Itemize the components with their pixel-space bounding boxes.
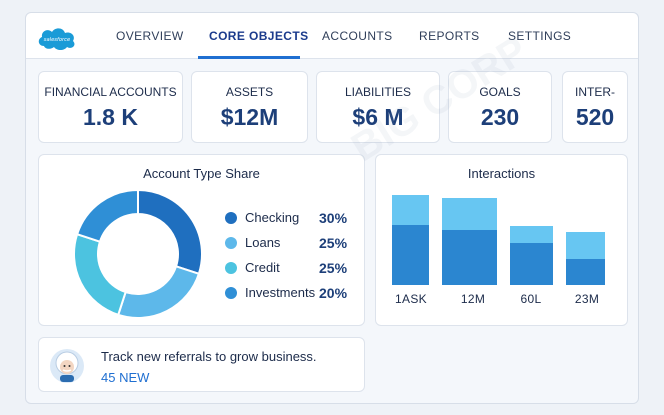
referral-count-link[interactable]: 45 NEW [101, 370, 150, 385]
kpi-label: FINANCIAL ACCOUNTS [44, 85, 177, 99]
bar-60l-segment-1[interactable] [510, 243, 553, 285]
referral-message: Track new referrals to grow business. [101, 349, 317, 364]
kpi-interactions[interactable]: INTER- 520 [562, 71, 628, 143]
logo-wordmark: salesforce [44, 37, 70, 43]
legend-value: 25% [319, 260, 348, 276]
legend-swatch [225, 262, 237, 274]
bar-category-label: 60L [520, 292, 542, 306]
kpi-value: 230 [480, 104, 520, 130]
legend-label: Investments [245, 285, 316, 300]
kpi-assets[interactable]: ASSETS $12M [191, 71, 308, 143]
legend-swatch [225, 212, 237, 224]
bar-12m-segment-2[interactable] [442, 198, 497, 230]
kpi-liabilities[interactable]: LIABILITIES $6 M [316, 71, 440, 143]
kpi-value: 1.8 K [83, 104, 138, 130]
legend-item-credit: Credit 25% [225, 258, 365, 278]
legend-item-checking: Checking 30% [225, 208, 365, 228]
legend-item-loans: Loans 25% [225, 233, 365, 253]
einstein-avatar-icon [49, 348, 85, 384]
legend-item-investments: Investments 20% [225, 283, 365, 303]
donut-slice-investments[interactable] [75, 189, 139, 243]
donut-slice-credit[interactable] [73, 232, 127, 317]
kpi-goals[interactable]: GOALS 230 [448, 71, 552, 143]
legend-swatch [225, 287, 237, 299]
interactions-bar-chart [392, 195, 605, 285]
legend-swatch [225, 237, 237, 249]
legend-value: 20% [319, 285, 348, 301]
legend-value: 25% [319, 235, 348, 251]
kpi-label: INTER- [575, 85, 615, 99]
referral-card[interactable]: Track new referrals to grow business. 45… [38, 337, 365, 392]
donut-chart [73, 189, 203, 319]
top-navigation: salesforce OVERVIEW CORE OBJECTS ACCOUNT… [26, 13, 638, 59]
donut-slice-checking[interactable] [137, 189, 203, 276]
bar-23m-segment-1[interactable] [566, 259, 605, 285]
legend-label: Loans [245, 235, 281, 250]
bar-category-label: 23M [574, 292, 600, 306]
kpi-value: 520 [575, 104, 615, 130]
salesforce-logo[interactable]: salesforce [36, 24, 78, 52]
bar-12m-segment-1[interactable] [442, 230, 497, 285]
card-title: Interactions [467, 166, 536, 181]
tab-reports[interactable]: REPORTS [419, 29, 480, 43]
bar-23m-segment-2[interactable] [566, 232, 605, 259]
tab-core-objects[interactable]: CORE OBJECTS [209, 29, 309, 43]
dashboard-frame: salesforce OVERVIEW CORE OBJECTS ACCOUNT… [25, 12, 639, 404]
bar-60l-segment-2[interactable] [510, 226, 553, 243]
interactions-card: Interactions 1ASK 12M 60L 23M [375, 154, 628, 326]
legend-label: Checking [245, 210, 300, 225]
kpi-value: $6 M [352, 104, 404, 130]
kpi-label: ASSETS [225, 85, 274, 99]
legend-value: 30% [319, 210, 348, 226]
kpi-value: $12M [220, 104, 279, 130]
tab-accounts[interactable]: ACCOUNTS [322, 29, 393, 43]
account-type-share-card: Account Type Share Checking 30% Loans 25… [38, 154, 365, 326]
bar-category-label: 1ASK [395, 292, 427, 306]
bar-1ask-segment-1[interactable] [392, 225, 429, 285]
kpi-label: LIABILITIES [344, 85, 412, 99]
card-title: Account Type Share [143, 166, 260, 181]
legend-label: Credit [245, 260, 280, 275]
donut-slice-loans[interactable] [116, 265, 201, 319]
tab-overview[interactable]: OVERVIEW [116, 29, 184, 43]
bar-category-label: 12M [460, 292, 486, 306]
tab-settings[interactable]: SETTINGS [508, 29, 572, 43]
kpi-label: GOALS [479, 85, 521, 99]
bar-1ask-segment-2[interactable] [392, 195, 429, 225]
kpi-financial-accounts[interactable]: FINANCIAL ACCOUNTS 1.8 K [38, 71, 183, 143]
active-tab-indicator [198, 56, 300, 59]
